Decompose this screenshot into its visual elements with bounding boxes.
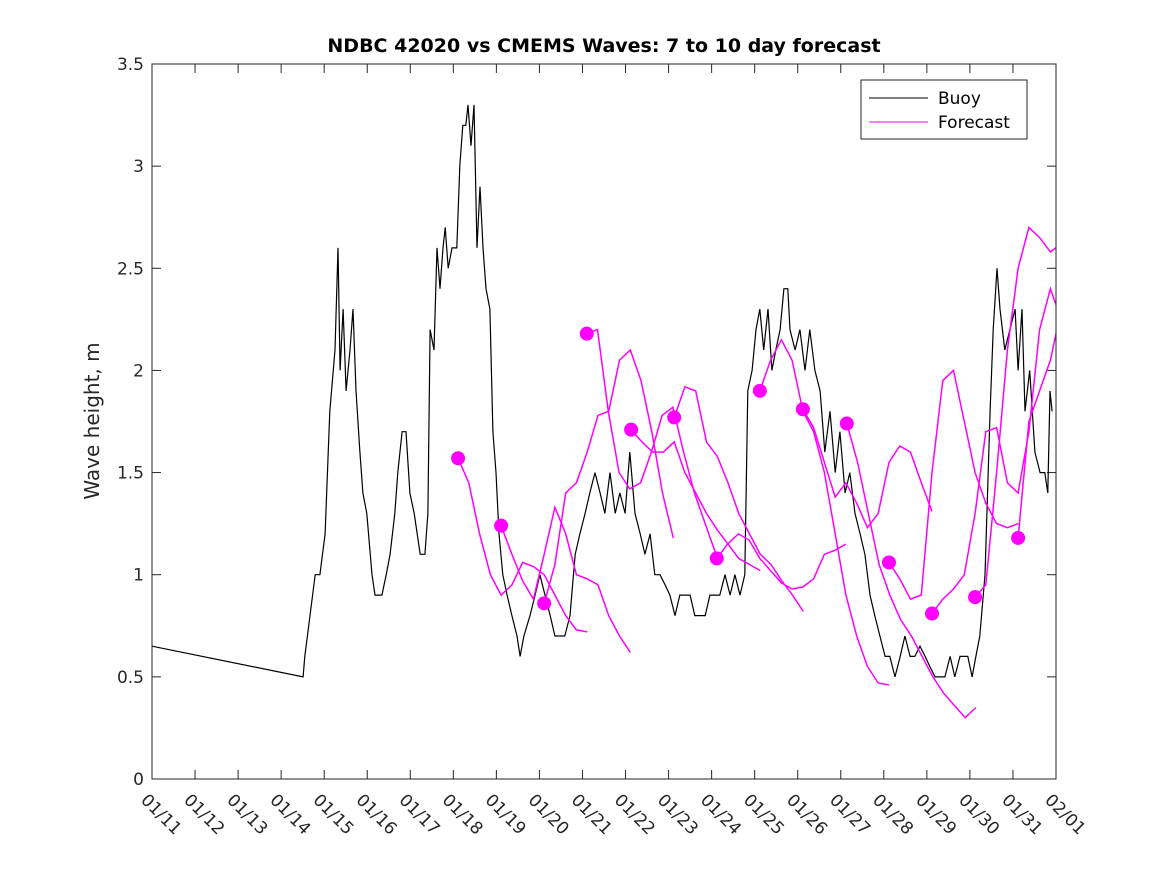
forecast-line	[586, 328, 717, 555]
axes-box	[151, 63, 1057, 780]
x-tick-label: 01/28	[868, 790, 917, 839]
chart-title: NDBC 42020 vs CMEMS Waves: 7 to 10 day f…	[327, 35, 880, 57]
forecast-line	[716, 532, 847, 590]
forecast-start-marker	[667, 410, 682, 425]
forecast-start-marker	[839, 416, 854, 431]
x-tick-label: 02/01	[1040, 790, 1089, 839]
forecast-line	[630, 429, 761, 572]
legend-label-buoy: Buoy	[938, 89, 981, 109]
forecast-start-marker	[1011, 530, 1026, 545]
legend-label-forecast: Forecast	[938, 113, 1010, 133]
x-tick-label: 01/26	[782, 790, 831, 839]
y-tick-label: 1.5	[117, 464, 144, 484]
forecast-line	[802, 408, 933, 530]
forecast-start-marker	[537, 596, 552, 611]
forecast-line	[500, 504, 631, 653]
x-tick-label: 01/11	[136, 790, 185, 839]
x-tick-label: 01/31	[997, 790, 1046, 839]
x-tick-label: 01/12	[180, 790, 229, 839]
x-tick-label: 01/24	[696, 790, 745, 839]
forecast-line	[759, 338, 890, 686]
x-tick-label: 01/13	[223, 790, 272, 839]
forecast-line	[457, 457, 588, 633]
forecast-start-marker	[579, 326, 594, 341]
forecast-start-marker	[451, 451, 466, 466]
forecast-series	[451, 225, 1056, 719]
forecast-start-marker	[795, 402, 810, 417]
x-tick-label: 01/15	[309, 790, 358, 839]
legend-box	[860, 79, 1028, 140]
y-tick-label: 0	[133, 770, 144, 790]
forecast-line	[846, 423, 977, 719]
y-tick-label: 2.5	[117, 259, 144, 279]
forecast-line	[673, 385, 804, 612]
forecast-start-marker	[709, 551, 724, 566]
buoy-line	[152, 104, 1053, 678]
forecast-line	[974, 225, 1056, 598]
y-tick-label: 3.5	[117, 55, 144, 75]
forecast-start-marker	[494, 518, 509, 533]
forecast-line	[931, 286, 1056, 614]
forecast-start-marker	[624, 422, 639, 437]
forecast-line	[888, 368, 1019, 601]
y-tick-label: 2	[133, 361, 144, 381]
x-tick-label: 01/29	[911, 790, 960, 839]
x-tick-label: 01/30	[954, 790, 1003, 839]
x-tick-label: 01/18	[438, 790, 487, 839]
buoy-series	[152, 104, 1053, 678]
x-tick-label: 01/19	[481, 790, 530, 839]
y-tick-label: 1	[133, 566, 144, 586]
legend: Buoy Forecast	[860, 79, 1028, 140]
y-tick-label: 3	[133, 157, 144, 177]
forecast-start-marker	[925, 606, 940, 621]
y-tick-label: 0.5	[117, 668, 144, 688]
forecast-line	[1017, 330, 1056, 538]
x-tick-label: 01/23	[653, 790, 702, 839]
forecast-start-marker	[968, 590, 983, 605]
forecast-start-marker	[752, 383, 767, 398]
x-tick-label: 01/21	[567, 790, 616, 839]
x-tick-label: 01/17	[395, 790, 444, 839]
x-tick-label: 01/27	[825, 790, 874, 839]
forecast-start-marker	[881, 555, 896, 570]
plot-area	[152, 64, 1056, 779]
x-tick-label: 01/22	[610, 790, 659, 839]
x-tick-label: 01/25	[739, 790, 788, 839]
x-tick-label: 01/16	[352, 790, 401, 839]
x-tick-label: 01/20	[524, 790, 573, 839]
y-axis-label: Wave height, m	[80, 342, 104, 499]
x-tick-label: 01/14	[266, 790, 315, 839]
